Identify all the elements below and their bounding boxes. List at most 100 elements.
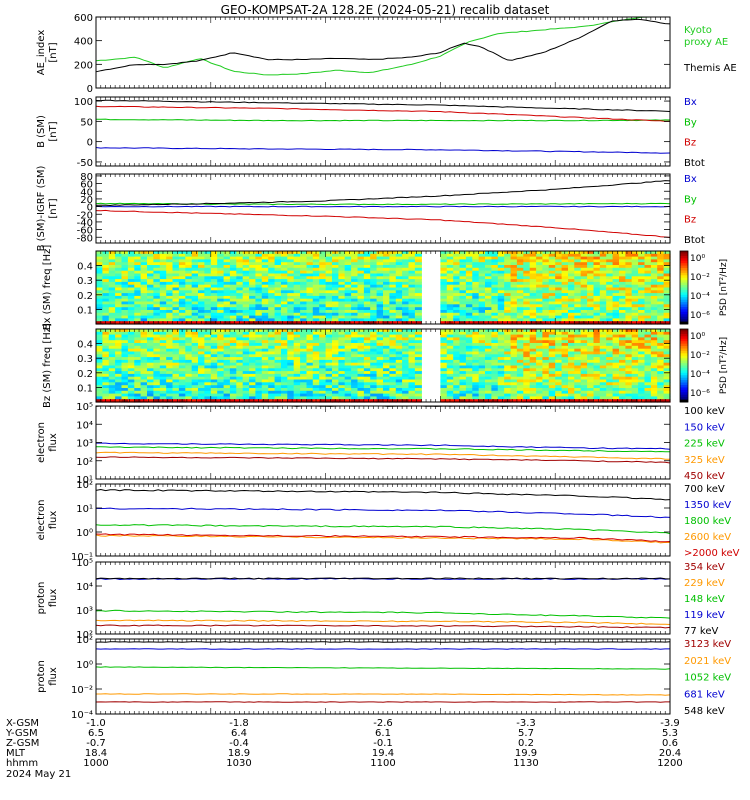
- spectrogram-cell: [249, 329, 257, 333]
- spectrogram-cell: [236, 393, 244, 397]
- spectrogram-cell: [121, 301, 129, 305]
- spectrogram-cell: [408, 262, 416, 266]
- spectrogram-cell: [363, 390, 371, 395]
- spectrogram-cell: [140, 393, 148, 397]
- spectrogram-cell: [217, 373, 225, 378]
- spectrogram-cell: [446, 390, 454, 395]
- spectrogram-cell: [465, 357, 473, 361]
- spectrogram-cell: [599, 287, 607, 291]
- spectrogram-cell: [236, 276, 244, 280]
- spectrogram-cell: [127, 393, 135, 397]
- spectrogram-cell: [504, 293, 512, 297]
- spectrogram-cell: [510, 362, 518, 367]
- spectrogram-cell: [198, 343, 205, 347]
- spectrogram-cell: [612, 287, 620, 291]
- spectrogram-cell: [223, 273, 231, 277]
- spectrogram-cell: [631, 290, 639, 294]
- spectrogram-cell: [198, 345, 205, 350]
- spectrogram-cell: [395, 298, 403, 303]
- spectrogram-cell: [242, 348, 250, 353]
- spectrogram-cell: [510, 262, 518, 266]
- spectrogram-cell: [440, 293, 448, 297]
- spectrogram-cell: [625, 295, 633, 300]
- spectrogram-cell: [465, 270, 473, 275]
- spectrogram-cell: [414, 312, 422, 317]
- spectrogram-cell: [491, 390, 499, 395]
- spectrogram-cell: [516, 284, 524, 289]
- spectrogram-cell: [134, 318, 142, 322]
- spectrogram-cell: [459, 388, 467, 392]
- spectrogram-cell: [153, 310, 161, 314]
- legend-entry: Btot: [684, 235, 705, 246]
- spectrogram-cell: [472, 251, 480, 255]
- spectrogram-cell: [268, 284, 276, 289]
- spectrogram-cell: [287, 351, 295, 355]
- spectrogram-cell: [236, 281, 244, 286]
- spectrogram-cell: [478, 267, 486, 272]
- spectrogram-cell: [96, 321, 103, 325]
- spectrogram-cell: [580, 304, 588, 308]
- spectrogram-cell: [96, 343, 103, 347]
- spectrogram-cell: [261, 334, 269, 338]
- spectrogram-cell: [127, 315, 135, 319]
- spectrogram-cell: [568, 251, 575, 255]
- spectrogram-cell: [383, 315, 390, 319]
- spectrogram-cell: [536, 265, 544, 269]
- spectrogram-cell: [293, 321, 301, 325]
- spectrogram-cell: [472, 376, 480, 381]
- spectrogram-cell: [363, 343, 371, 347]
- spectrogram-cell: [414, 351, 422, 355]
- spectrogram-cell: [166, 267, 174, 272]
- spectrogram-cell: [395, 312, 403, 317]
- spectrogram-cell: [376, 284, 384, 289]
- spectrogram-cell: [408, 290, 416, 294]
- spectrogram-cell: [332, 393, 339, 397]
- spectrogram-cell: [229, 337, 237, 341]
- spectrogram-cell: [147, 307, 154, 311]
- spectrogram-cell: [268, 329, 276, 333]
- spectrogram-cell: [102, 362, 110, 367]
- spectrogram-cell: [134, 329, 142, 333]
- spectrogram-cell: [185, 290, 193, 294]
- spectrogram-cell: [478, 348, 486, 353]
- spectrogram-cell: [504, 265, 512, 269]
- spectrogram-cell: [357, 253, 365, 258]
- spectrogram-cell: [127, 318, 135, 322]
- spectrogram-cell: [261, 262, 269, 266]
- spectrogram-cell: [414, 354, 422, 358]
- spectrogram-cell: [440, 368, 448, 372]
- spectrogram-cell: [274, 267, 282, 272]
- spectrogram-cell: [465, 295, 473, 300]
- spectrogram-cell: [472, 390, 480, 395]
- spectrogram-cell: [127, 385, 135, 389]
- spectrogram-cell: [293, 287, 301, 291]
- spectrogram-cell: [453, 290, 461, 294]
- spectrogram-cell: [561, 256, 569, 260]
- spectrogram-cell: [102, 348, 110, 353]
- spectrogram-cell: [459, 267, 467, 272]
- spectrogram-cell: [472, 290, 480, 294]
- spectrogram-cell: [293, 354, 301, 358]
- spectrogram-cell: [516, 295, 524, 300]
- spectrogram-cell: [459, 348, 467, 353]
- spectrogram-cell: [102, 393, 110, 397]
- spectrogram-cell: [300, 351, 308, 355]
- spectrogram-cell: [631, 287, 639, 291]
- spectrogram-cell: [504, 310, 512, 314]
- spectrogram-cell: [440, 321, 448, 325]
- spectrogram-cell: [465, 354, 473, 358]
- spectrogram-cell: [568, 259, 575, 263]
- spectrogram-cell: [261, 393, 269, 397]
- spectrogram-cell: [223, 351, 231, 355]
- spectrogram-cell: [408, 253, 416, 258]
- spectrogram-cell: [414, 318, 422, 322]
- spectrogram-cell: [306, 281, 314, 286]
- spectrogram-cell: [414, 279, 422, 283]
- spectrogram-cell: [606, 267, 614, 272]
- spectrogram-cell: [140, 379, 148, 383]
- spectrogram-cell: [312, 393, 320, 397]
- spectrogram-cell: [312, 301, 320, 305]
- spectrogram-cell: [363, 293, 371, 297]
- spectrogram-cell: [478, 382, 486, 386]
- spectrogram-cell: [312, 359, 320, 364]
